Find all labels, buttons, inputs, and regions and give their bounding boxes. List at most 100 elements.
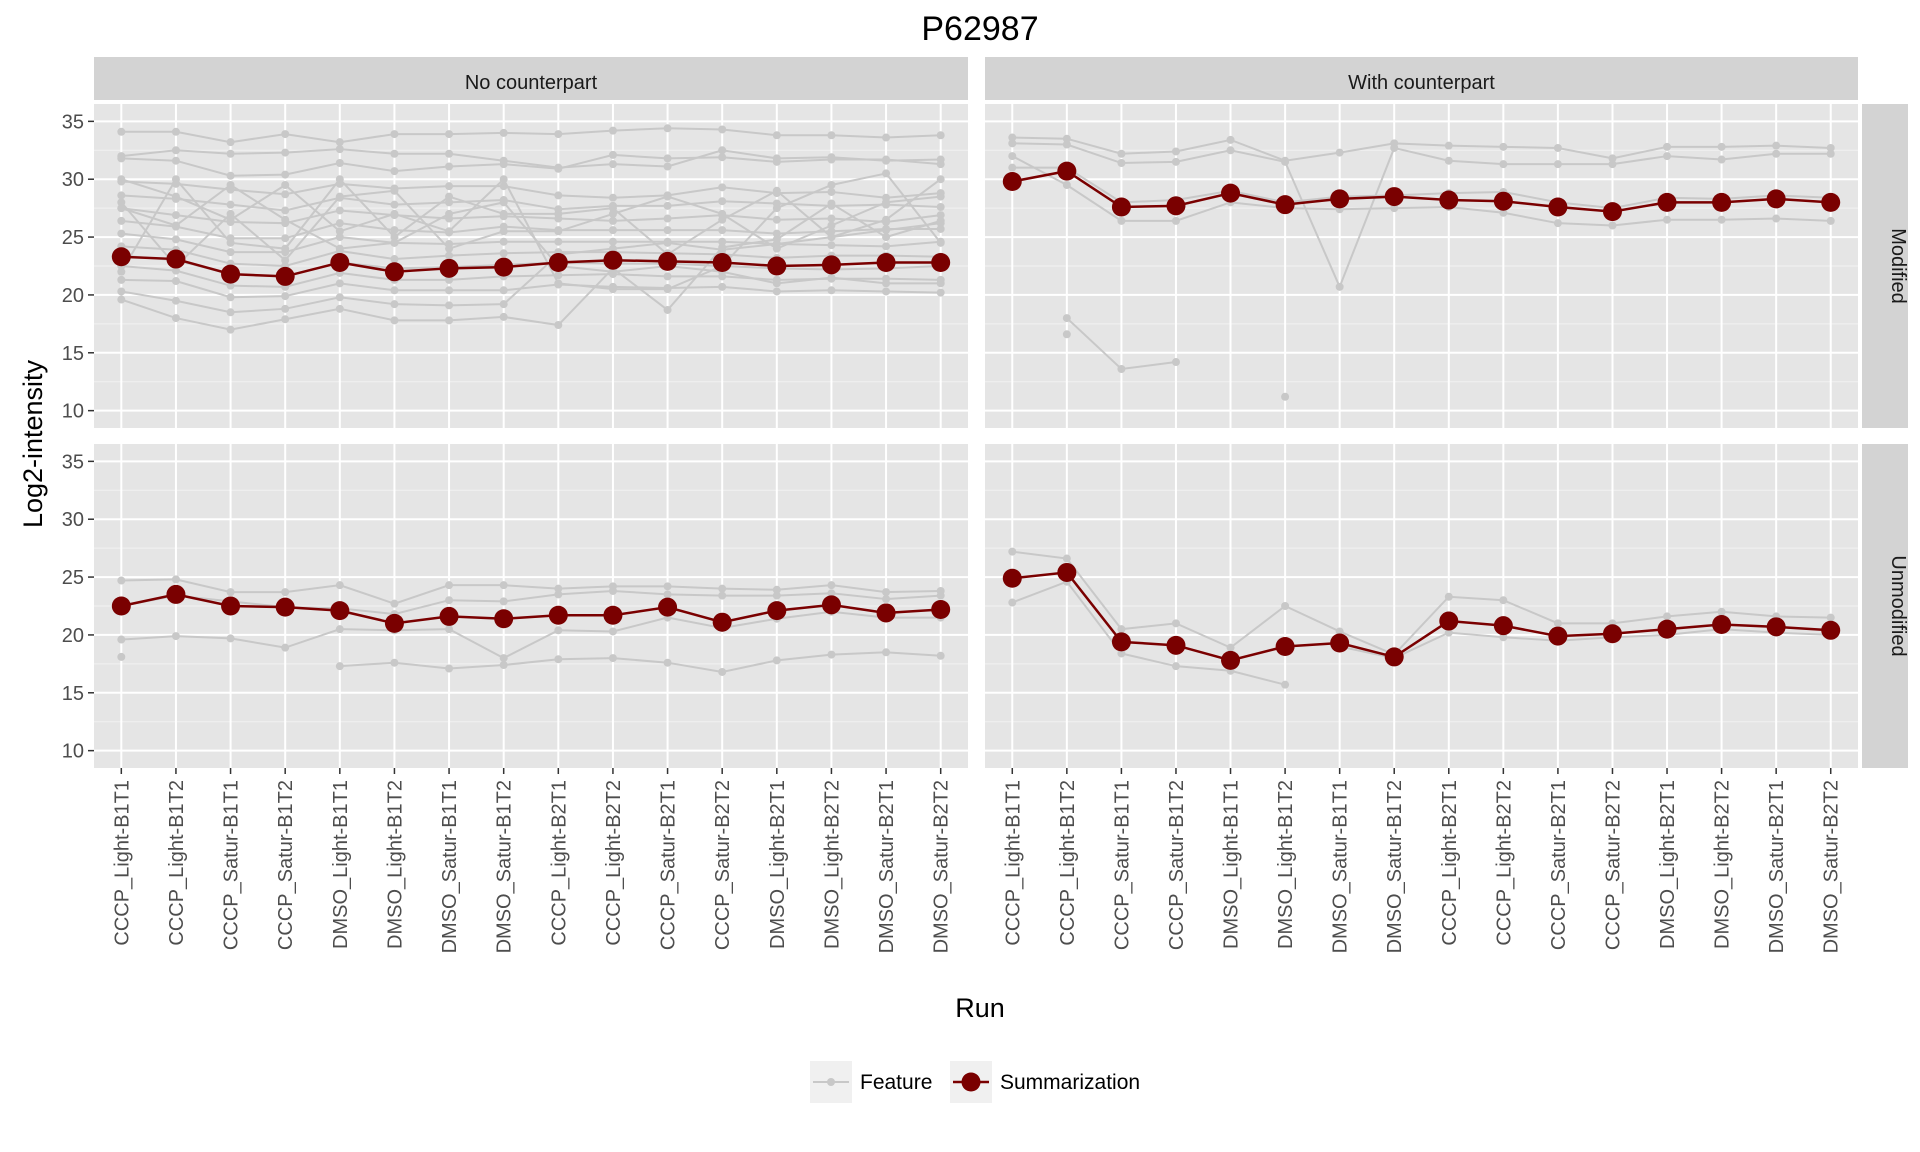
feature-point-modified-nocounter [718,197,727,206]
summarization-point-unmodified-withcounter [1712,615,1732,635]
summarization-point-unmodified-withcounter [1439,611,1459,631]
feature-point-modified-nocounter [171,296,180,305]
feature-point-unmodified-nocounter [936,591,945,600]
feature-point-unmodified-nocounter [772,591,781,600]
feature-point-modified-nocounter [882,287,891,296]
feature-point-unmodified-nocounter [827,581,836,590]
feature-point-modified-withcounter [1553,143,1562,152]
feature-point-modified-withcounter [1717,155,1726,164]
x-tick-label: CCCP_Satur-B2T1 [1548,780,1570,950]
feature-point-unmodified-nocounter [772,656,781,665]
feature-point-modified-nocounter [882,155,891,164]
feature-point-modified-withcounter [1553,219,1562,228]
feature-point-modified-nocounter [936,131,945,140]
feature-point-unmodified-nocounter [117,652,126,661]
feature-line-modified-nocounter [121,194,941,212]
feature-point-modified-nocounter [335,159,344,168]
feature-point-modified-nocounter [226,325,235,334]
feature-point-unmodified-nocounter [117,576,126,585]
feature-line-modified-nocounter [121,183,941,285]
feature-point-modified-nocounter [445,209,454,218]
feature-point-modified-nocounter [827,199,836,208]
feature-point-modified-nocounter [772,157,781,166]
feature-point-modified-withcounter [1663,152,1672,161]
feature-point-modified-nocounter [226,238,235,247]
feature-point-modified-nocounter [117,229,126,238]
feature-point-modified-nocounter [608,193,617,202]
feature-point-modified-nocounter [718,226,727,235]
feature-point-modified-withcounter [1553,160,1562,169]
x-tick-label: DMSO_Satur-B2T2 [1821,780,1843,953]
x-tick-label: DMSO_Satur-B1T1 [439,780,461,953]
feature-point-modified-nocounter [663,272,672,281]
feature-point-unmodified-nocounter [390,599,399,608]
feature-point-modified-nocounter [117,287,126,296]
x-tick-label: DMSO_Satur-B1T1 [1330,780,1352,953]
feature-point-unmodified-nocounter [882,595,891,604]
feature-point-unmodified-nocounter [226,634,235,643]
feature-point-modified-nocounter [499,198,508,207]
x-tick-label: DMSO_Light-B2T1 [767,780,789,949]
feature-point-modified-nocounter [499,160,508,169]
x-tick-label: DMSO_Satur-B1T2 [1384,780,1406,953]
feature-point-modified-nocounter [226,200,235,209]
feature-point-modified-withcounter [1390,204,1399,213]
feature-point-modified-withcounter [1717,142,1726,151]
feature-line-modified-nocounter [121,180,941,199]
y-tick-label: 15 [62,343,84,365]
summarization-point-unmodified-withcounter [1548,626,1568,646]
feature-point-modified-nocounter [117,198,126,207]
feature-point-modified-nocounter [499,286,508,295]
feature-point-modified-nocounter [335,206,344,215]
y-tick-label: 35 [62,451,84,473]
feature-point-modified-nocounter [445,251,454,260]
feature-point-unmodified-nocounter [226,588,235,597]
x-tick-label: DMSO_Satur-B2T1 [1766,780,1788,953]
legend-label-summarization: Summarization [1000,1071,1140,1094]
feature-point-modified-nocounter [608,209,617,218]
feature-point-modified-nocounter [281,130,290,139]
x-tick-label: CCCP_Satur-B1T1 [1111,780,1133,950]
feature-point-modified-nocounter [445,149,454,158]
panels-layer: No counterpart With counterpart Modified Un… [62,57,1909,953]
feature-point-unmodified-nocounter [827,589,836,598]
feature-point-unmodified-nocounter [663,590,672,599]
summarization-point-modified-nocounter [548,253,568,273]
feature-point-modified-withcounter [1281,392,1290,401]
summarization-point-unmodified-withcounter [1221,650,1241,670]
feature-point-modified-nocounter [335,219,344,228]
feature-point-modified-withcounter [1171,216,1180,225]
feature-point-unmodified-withcounter [1717,607,1726,616]
summarization-point-unmodified-withcounter [1330,633,1350,653]
summarization-point-unmodified-withcounter [1602,624,1622,644]
feature-point-unmodified-withcounter [1226,643,1235,652]
feature-point-modified-nocounter [882,215,891,224]
summarization-point-modified-nocounter [821,255,841,275]
strip-withcounter [985,57,1858,100]
feature-point-modified-nocounter [390,300,399,309]
feature-line-modified-nocounter [121,127,941,144]
summarization-point-modified-withcounter [1384,187,1404,207]
summarization-point-unmodified-withcounter [1166,635,1186,655]
feature-point-unmodified-nocounter [554,584,563,593]
summarization-point-modified-withcounter [1766,189,1786,209]
feature-line-unmodified-nocounter [121,578,941,605]
feature-line-modified-withcounter [1012,166,1831,210]
feature-point-modified-nocounter [827,286,836,295]
feature-line-modified-withcounter [1011,155,1831,227]
feature-point-modified-nocounter [718,243,727,252]
summarization-point-modified-nocounter [166,249,186,269]
feature-point-modified-nocounter [335,279,344,288]
strip-modified [1862,104,1908,428]
strip-label-unmodified: Unmodified [1887,555,1909,656]
strip-nocounter [94,57,968,100]
feature-point-modified-withcounter [1062,181,1071,189]
feature-point-modified-withcounter [1062,140,1071,149]
feature-point-modified-withcounter [1608,160,1617,169]
x-tick-label: CCCP_Light-B2T2 [1493,780,1515,946]
feature-point-unmodified-nocounter [554,590,563,599]
x-tick-label: DMSO_Satur-B2T1 [876,780,898,953]
feature-point-modified-nocounter [718,209,727,218]
feature-point-unmodified-nocounter [117,635,126,644]
feature-point-modified-nocounter [936,288,945,297]
